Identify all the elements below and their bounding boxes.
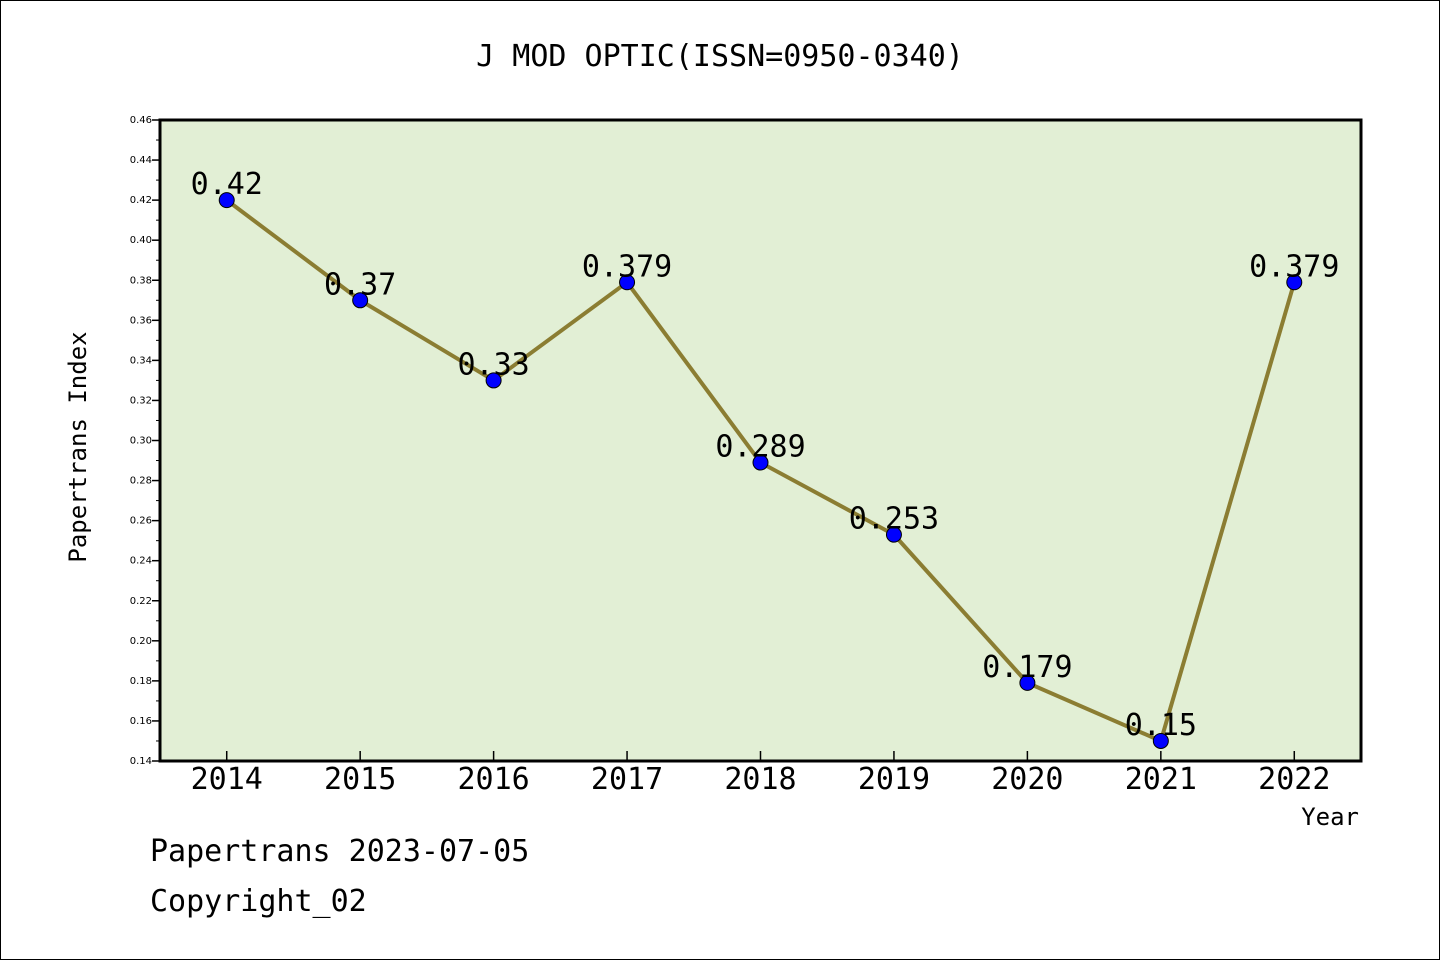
footer-copyright: Copyright_02 bbox=[150, 884, 367, 919]
y-tick-label: 0.46 bbox=[130, 115, 152, 126]
y-tick-label: 0.28 bbox=[130, 476, 152, 487]
y-tick-label: 0.36 bbox=[130, 315, 152, 326]
y-tick-label: 0.42 bbox=[130, 195, 152, 206]
y-tick-label: 0.22 bbox=[130, 596, 152, 607]
data-point bbox=[885, 526, 902, 543]
plot-area bbox=[158, 118, 1363, 763]
chart-title: J MOD OPTIC(ISSN=0950-0340) bbox=[476, 39, 964, 74]
y-tick-label: 0.38 bbox=[130, 275, 152, 286]
data-label: 0.15 bbox=[1125, 708, 1197, 743]
data-markers bbox=[218, 192, 1303, 749]
data-point bbox=[485, 372, 502, 389]
y-tick-label: 0.40 bbox=[130, 235, 152, 246]
data-point bbox=[752, 454, 769, 471]
data-point bbox=[1152, 732, 1169, 749]
footer-date: Papertrans 2023-07-05 bbox=[150, 834, 530, 869]
y-tick-label: 0.14 bbox=[130, 756, 152, 767]
y-tick-label: 0.44 bbox=[130, 155, 152, 166]
x-axis-label: Year bbox=[1301, 803, 1359, 831]
data-point bbox=[1019, 674, 1036, 691]
y-tick-label: 0.26 bbox=[130, 516, 152, 527]
x-axis-ticks: 2014 2015 2016 2017 2018 2019 2020 2021 2022 bbox=[191, 751, 1330, 797]
y-tick-label: 0.20 bbox=[130, 636, 152, 647]
y-tick-label: 0.18 bbox=[130, 676, 152, 687]
x-tick-label: 2021 bbox=[1125, 762, 1197, 797]
data-label: 0.253 bbox=[849, 502, 939, 537]
x-tick-label: 2022 bbox=[1258, 762, 1330, 797]
x-tick-label: 2015 bbox=[324, 762, 396, 797]
data-labels: 0.42 0.37 0.33 0.379 0.289 0.253 0.179 0.15 0.37… bbox=[191, 167, 1340, 743]
y-axis-ticks: 0.14 0.16 0.18 0.20 0.22 0.24 0.26 0.28 0.30 0.32… bbox=[130, 115, 160, 767]
x-tick-label: 2018 bbox=[724, 762, 796, 797]
y-tick-label: 0.30 bbox=[130, 436, 152, 447]
data-point bbox=[218, 192, 235, 209]
y-axis-label: Papertrans Index bbox=[64, 331, 92, 562]
data-label: 0.37 bbox=[324, 267, 396, 302]
data-label: 0.33 bbox=[457, 347, 529, 382]
data-point bbox=[352, 292, 369, 309]
x-tick-label: 2014 bbox=[191, 762, 263, 797]
data-label: 0.379 bbox=[1249, 249, 1339, 284]
x-tick-label: 2020 bbox=[991, 762, 1063, 797]
y-tick-label: 0.24 bbox=[130, 556, 152, 567]
data-label: 0.379 bbox=[582, 249, 672, 284]
data-point bbox=[619, 274, 636, 291]
data-label: 0.42 bbox=[191, 167, 263, 202]
x-tick-label: 2016 bbox=[457, 762, 529, 797]
x-tick-label: 2019 bbox=[858, 762, 930, 797]
data-label: 0.179 bbox=[982, 650, 1072, 685]
x-tick-label: 2017 bbox=[591, 762, 663, 797]
y-tick-label: 0.34 bbox=[130, 355, 152, 366]
data-point bbox=[1286, 274, 1303, 291]
y-tick-label: 0.32 bbox=[130, 395, 152, 406]
y-tick-label: 0.16 bbox=[130, 716, 152, 727]
data-label: 0.289 bbox=[715, 430, 805, 465]
